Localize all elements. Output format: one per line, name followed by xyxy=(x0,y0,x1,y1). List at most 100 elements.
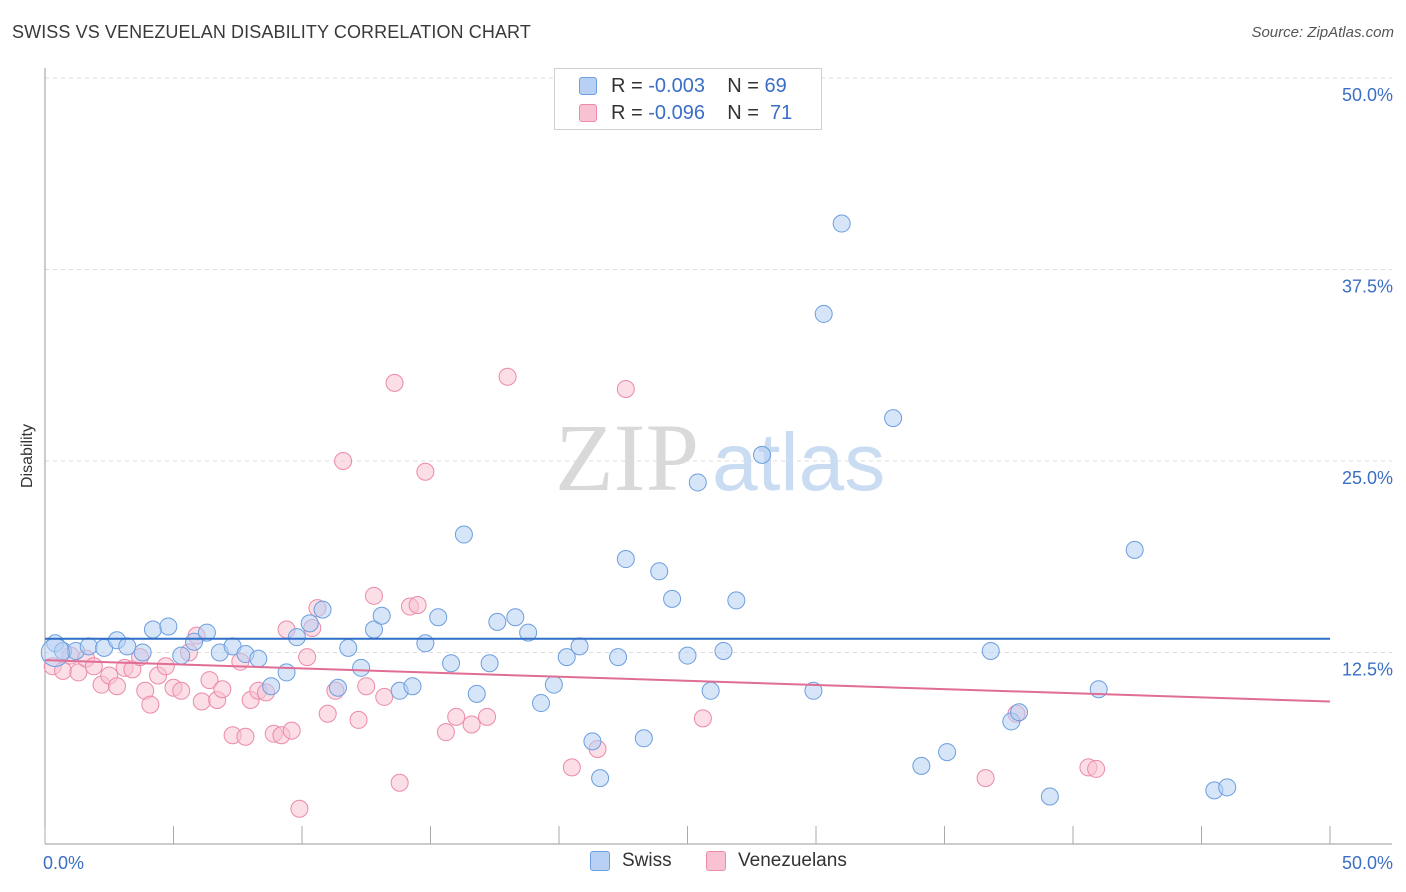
watermark: ZIP atlas xyxy=(555,404,885,511)
series-label-venezuelans: Venezuelans xyxy=(738,850,847,871)
venezuelans-point xyxy=(462,715,481,734)
legend-n-label: N = xyxy=(727,101,759,124)
swiss-point xyxy=(570,637,589,656)
venezuelans-point xyxy=(693,709,712,728)
swiss-point xyxy=(981,641,1000,660)
venezuelans-point xyxy=(84,657,103,676)
swiss-point xyxy=(172,646,191,665)
chart-title: SWISS VS VENEZUELAN DISABILITY CORRELATI… xyxy=(12,22,531,42)
venezuelans-point xyxy=(69,663,88,682)
venezuelans-point xyxy=(156,657,175,676)
swiss-point xyxy=(804,681,823,700)
venezuelans-point xyxy=(318,704,337,723)
legend-row-venezuelans: R = -0.096 N = 71 xyxy=(579,101,792,125)
swiss-point xyxy=(40,638,70,667)
swiss-point xyxy=(1218,778,1237,797)
venezuelans-point xyxy=(408,596,427,615)
venezuelans-point xyxy=(976,769,995,788)
swiss-point xyxy=(832,214,851,233)
venezuelans-point xyxy=(436,723,455,742)
swiss-point xyxy=(557,648,576,667)
swiss-point xyxy=(663,589,682,608)
swiss-point xyxy=(634,729,653,748)
swiss-point xyxy=(416,634,435,653)
venezuelans-point xyxy=(357,677,376,696)
trend-lines xyxy=(44,637,1331,703)
swiss-point xyxy=(938,743,957,762)
series-label-swiss: Swiss xyxy=(622,850,672,871)
swiss-point xyxy=(1125,540,1144,559)
swiss-point xyxy=(185,632,204,651)
venezuelans-point xyxy=(290,799,309,818)
venezuelans-point xyxy=(334,452,353,470)
swiss-point xyxy=(1040,787,1059,806)
grid-lines xyxy=(45,77,1392,653)
swiss-point xyxy=(133,643,152,662)
swiss-point xyxy=(678,646,697,665)
venezuelans-point xyxy=(1087,759,1106,778)
x-tick-label: 0.0% xyxy=(43,853,84,873)
y-tick-label: 25.0% xyxy=(1342,468,1393,488)
venezuelans-point xyxy=(375,687,394,706)
correlation-legend: R = -0.003 N = 69 R = -0.096 N = 71 xyxy=(554,68,822,130)
venezuelans-point xyxy=(236,727,255,746)
venezuelans-point xyxy=(562,758,581,777)
venezuelans-point xyxy=(192,692,211,711)
legend-n-value: 69 xyxy=(764,74,787,97)
venezuelans-point xyxy=(416,462,435,481)
swiss-point xyxy=(249,649,268,668)
swiss-point xyxy=(118,637,137,656)
series-swatch-venezuelans xyxy=(706,851,726,871)
swiss-point xyxy=(591,769,610,788)
swiss-point xyxy=(532,694,551,713)
watermark-atlas: atlas xyxy=(712,417,885,508)
swiss-point xyxy=(688,473,707,492)
legend-row-swiss: R = -0.003 N = 69 xyxy=(579,74,787,98)
venezuelans-point xyxy=(364,586,383,605)
venezuelans-point xyxy=(478,707,497,726)
swiss-point xyxy=(480,654,499,673)
venezuelans-trend-line xyxy=(44,659,1331,703)
swiss-point xyxy=(197,623,216,642)
legend-swatch-swiss xyxy=(579,77,597,95)
swiss-points xyxy=(40,214,1237,806)
venezuelans-point xyxy=(390,773,409,792)
swiss-point xyxy=(714,641,733,660)
swiss-point xyxy=(454,525,473,544)
swiss-point xyxy=(403,677,422,696)
y-tick-label: 50.0% xyxy=(1342,85,1393,105)
legend-r-value: -0.003 xyxy=(648,74,705,97)
swiss-point xyxy=(583,732,602,751)
source-label: Source: ZipAtlas.com xyxy=(1251,24,1394,41)
swiss-point xyxy=(519,623,538,642)
venezuelans-point xyxy=(282,721,301,740)
venezuelans-point xyxy=(385,373,404,392)
axes xyxy=(44,68,1392,845)
swiss-point xyxy=(1010,703,1029,722)
y-axis-label: Disability xyxy=(19,423,36,489)
watermark-zip: ZIP xyxy=(555,404,699,511)
legend-r-value: -0.096 xyxy=(648,101,705,124)
swiss-point xyxy=(442,654,461,673)
swiss-point xyxy=(300,614,319,633)
x-tick-label: 50.0% xyxy=(1342,853,1393,873)
legend-r-label: R = xyxy=(611,101,643,124)
y-tick-label: 12.5% xyxy=(1342,660,1393,680)
swiss-point xyxy=(328,678,347,697)
swiss-point xyxy=(544,675,563,694)
swiss-point xyxy=(277,663,296,682)
venezuelans-point xyxy=(349,710,368,729)
series-swatch-swiss xyxy=(590,851,610,871)
tick-labels: 12.5% 25.0% 37.5% 50.0% 0.0% 50.0% xyxy=(43,85,1393,873)
series-legend-swiss: Swiss xyxy=(590,850,672,872)
swiss-point xyxy=(159,617,178,636)
venezuelans-point xyxy=(172,681,191,700)
swiss-point xyxy=(753,445,772,464)
swiss-point xyxy=(701,681,720,700)
swiss-point xyxy=(143,620,162,639)
swiss-point xyxy=(352,658,371,677)
series-legend-venezuelans: Venezuelans xyxy=(706,850,847,872)
venezuelans-point xyxy=(498,367,517,386)
venezuelans-point xyxy=(141,695,160,714)
